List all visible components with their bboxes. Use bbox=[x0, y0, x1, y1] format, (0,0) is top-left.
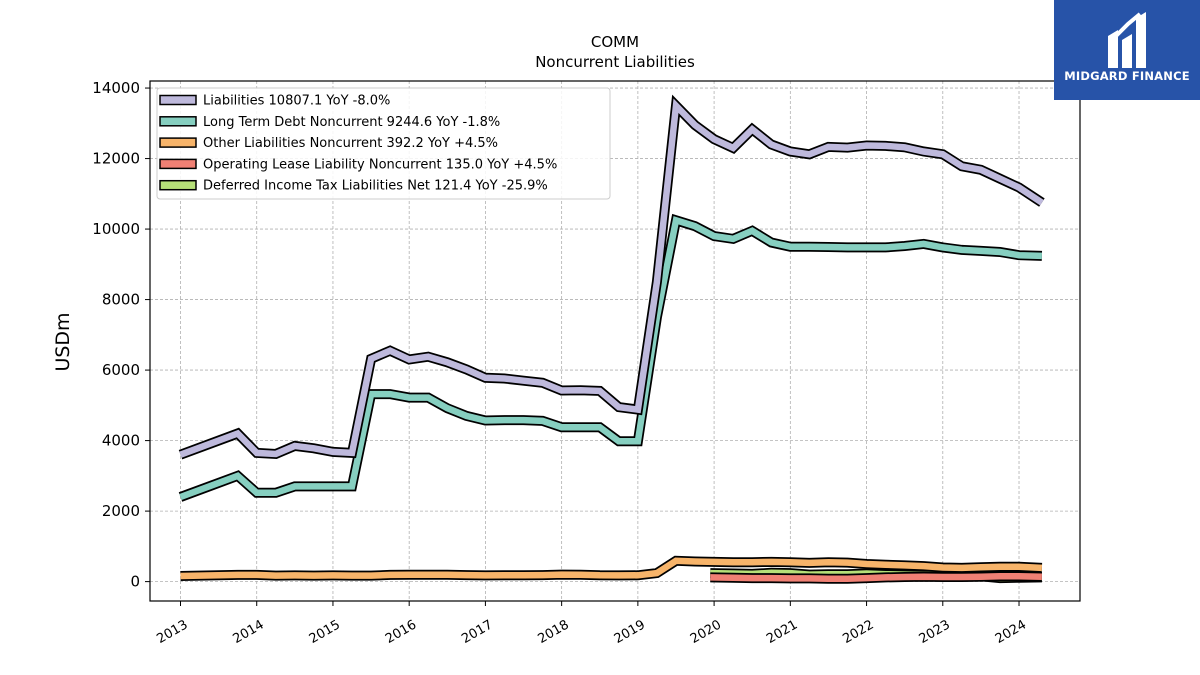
legend-item: Operating Lease Liability Noncurrent 135… bbox=[159, 157, 557, 172]
x-tick-label: 2016 bbox=[383, 617, 419, 647]
series-line bbox=[179, 216, 1042, 501]
series-3 bbox=[180, 555, 1043, 581]
x-tick-label: 2017 bbox=[459, 617, 495, 647]
x-tick-label: 2023 bbox=[917, 617, 953, 647]
x-tick-label: 2022 bbox=[840, 617, 876, 647]
legend-label: Long Term Debt Noncurrent 9244.6 YoY -1.… bbox=[203, 115, 500, 130]
legend-swatch bbox=[159, 116, 197, 127]
series-layer bbox=[178, 94, 1045, 584]
series-1 bbox=[178, 94, 1045, 460]
y-tick-label: 10000 bbox=[92, 220, 140, 238]
chart-title: COMM bbox=[591, 33, 639, 51]
y-tick-label: 2000 bbox=[102, 502, 140, 520]
series-line bbox=[180, 557, 1043, 580]
x-tick-label: 2013 bbox=[154, 617, 190, 647]
legend-label: Other Liabilities Noncurrent 392.2 YoY +… bbox=[203, 136, 498, 151]
legend-box bbox=[156, 87, 611, 200]
legend-swatch bbox=[159, 94, 197, 106]
y-tick-label: 8000 bbox=[102, 291, 140, 309]
y-axis: 0 2000 4000 6000 8000 10000 12000 14000 bbox=[92, 79, 150, 591]
y-tick-label: 12000 bbox=[92, 150, 140, 168]
legend-swatch bbox=[159, 158, 197, 170]
x-tick-label: 2024 bbox=[993, 617, 1029, 647]
brand-mark-icon bbox=[1108, 12, 1146, 68]
legend-label: Liabilities 10807.1 YoY -8.0% bbox=[203, 94, 390, 109]
x-tick-label: 2018 bbox=[535, 617, 571, 647]
series-line bbox=[710, 573, 1042, 583]
y-tick-label: 4000 bbox=[102, 432, 140, 450]
legend-swatch bbox=[159, 137, 197, 148]
y-tick-label: 0 bbox=[130, 573, 140, 591]
legend-item: Long Term Debt Noncurrent 9244.6 YoY -1.… bbox=[159, 115, 500, 130]
x-tick-label: 2014 bbox=[231, 617, 267, 647]
series-4 bbox=[710, 571, 1042, 584]
plot-frame bbox=[149, 80, 1081, 602]
legend-swatch bbox=[159, 179, 197, 191]
x-tick-label: 2015 bbox=[307, 617, 343, 647]
chart-subtitle: Noncurrent Liabilities bbox=[535, 53, 695, 71]
legend-item: Deferred Income Tax Liabilities Net 121.… bbox=[159, 179, 548, 194]
y-tick-label: 14000 bbox=[92, 79, 140, 97]
legend-item: Other Liabilities Noncurrent 392.2 YoY +… bbox=[159, 136, 498, 151]
series-line bbox=[179, 98, 1044, 458]
x-tick-label: 2019 bbox=[612, 617, 648, 647]
legend-label: Deferred Income Tax Liabilities Net 121.… bbox=[203, 179, 548, 194]
y-tick-label: 6000 bbox=[102, 361, 140, 379]
x-tick-label: 2020 bbox=[688, 617, 724, 647]
legend-label: Operating Lease Liability Noncurrent 135… bbox=[203, 157, 557, 172]
x-axis: 2013 2014 2015 2016 2017 2018 2019 2020 2021 2022… bbox=[154, 601, 1029, 647]
series-2 bbox=[178, 213, 1043, 502]
series-line-outline bbox=[178, 213, 1043, 502]
y-axis-label: USDm bbox=[52, 312, 74, 371]
x-tick-label: 2021 bbox=[764, 617, 800, 647]
brand-name: MIDGARD FINANCE bbox=[1064, 69, 1190, 83]
legend-item: Liabilities 10807.1 YoY -8.0% bbox=[159, 94, 390, 109]
brand-logo: MIDGARD FINANCE bbox=[1054, 0, 1200, 100]
legend: Liabilities 10807.1 YoY -8.0% Long Term D… bbox=[156, 87, 611, 200]
